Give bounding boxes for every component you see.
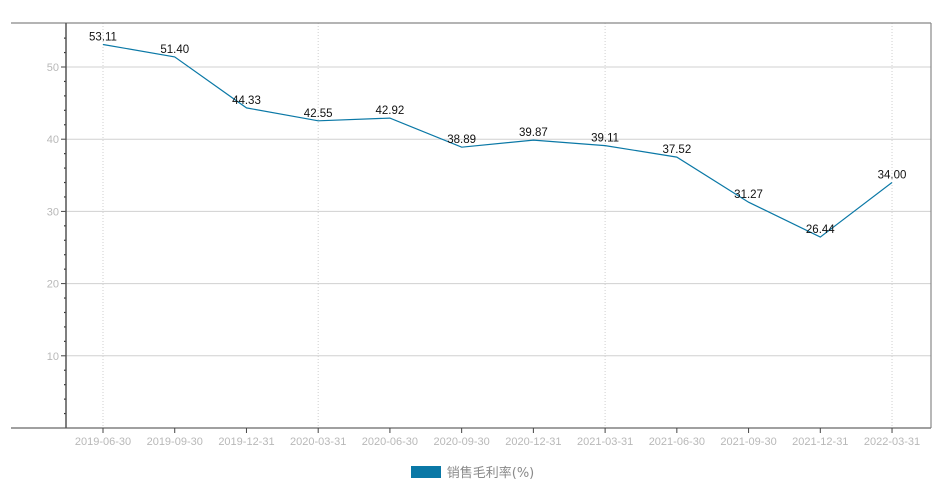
x-tick-label: 2020-06-30 <box>362 436 418 448</box>
data-label: 51.40 <box>160 44 189 56</box>
data-label: 39.87 <box>519 127 548 139</box>
x-tick-label: 2020-03-31 <box>290 436 346 448</box>
x-tick-label: 2021-12-31 <box>792 436 848 448</box>
y-tick-label: 40 <box>47 134 59 146</box>
legend: 销售毛利率(%) <box>0 462 945 481</box>
x-tick-label: 2020-09-30 <box>434 436 490 448</box>
data-label: 37.52 <box>662 144 691 156</box>
data-label: 44.33 <box>232 95 261 107</box>
y-tick-label: 20 <box>47 279 59 291</box>
x-tick-label: 2019-06-30 <box>75 436 131 448</box>
y-tick-label: 30 <box>47 206 59 218</box>
data-label: 34.00 <box>878 170 907 182</box>
data-label: 26.44 <box>806 224 835 236</box>
legend-label: 销售毛利率(%) <box>446 466 535 481</box>
series-line[interactable] <box>102 43 893 238</box>
data-label: 31.27 <box>734 189 763 201</box>
y-tick-label: 50 <box>47 62 59 74</box>
x-tick-label: 2021-09-30 <box>720 436 776 448</box>
data-label: 42.55 <box>304 108 333 120</box>
data-label: 38.89 <box>447 134 476 146</box>
y-tick-label: 10 <box>47 351 59 363</box>
x-tick-label: 2021-06-30 <box>649 436 705 448</box>
x-tick-label: 2022-03-31 <box>864 436 920 448</box>
data-label: 53.11 <box>89 32 117 44</box>
legend-item[interactable]: 销售毛利率(%) <box>410 462 535 481</box>
data-label: 42.92 <box>376 105 405 117</box>
x-tick-label: 2020-12-31 <box>505 436 561 448</box>
data-label: 39.11 <box>591 133 619 145</box>
x-tick-label: 2019-12-31 <box>218 436 274 448</box>
legend-swatch-icon <box>410 465 441 478</box>
x-tick-label: 2021-03-31 <box>577 436 633 448</box>
x-tick-label: 2019-09-30 <box>147 436 203 448</box>
